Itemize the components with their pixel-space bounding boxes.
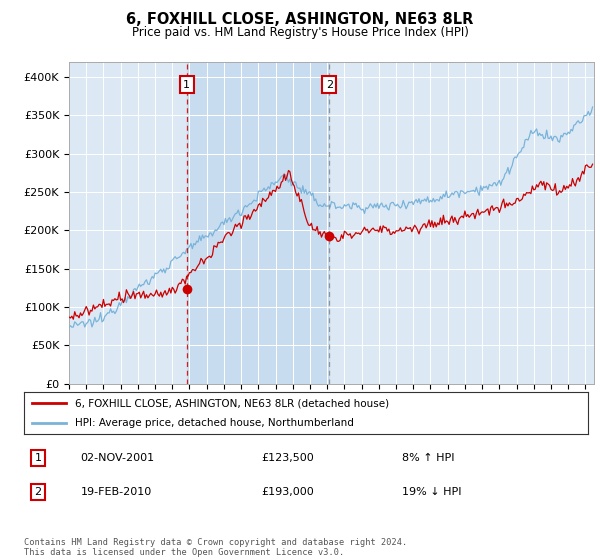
Text: £193,000: £193,000 (261, 487, 314, 497)
Text: 2: 2 (35, 487, 41, 497)
Text: Price paid vs. HM Land Registry's House Price Index (HPI): Price paid vs. HM Land Registry's House … (131, 26, 469, 39)
Text: 19% ↓ HPI: 19% ↓ HPI (402, 487, 461, 497)
Text: Contains HM Land Registry data © Crown copyright and database right 2024.
This d: Contains HM Land Registry data © Crown c… (24, 538, 407, 557)
Bar (187, 62, 329, 384)
Text: HPI: Average price, detached house, Northumberland: HPI: Average price, detached house, Nort… (75, 418, 353, 428)
Text: 8% ↑ HPI: 8% ↑ HPI (402, 453, 454, 463)
Text: 1: 1 (35, 453, 41, 463)
Text: 6, FOXHILL CLOSE, ASHINGTON, NE63 8LR: 6, FOXHILL CLOSE, ASHINGTON, NE63 8LR (127, 12, 473, 27)
Text: 1: 1 (183, 80, 190, 90)
Text: 02-NOV-2001: 02-NOV-2001 (80, 453, 155, 463)
Text: 19-FEB-2010: 19-FEB-2010 (80, 487, 152, 497)
Text: 6, FOXHILL CLOSE, ASHINGTON, NE63 8LR (detached house): 6, FOXHILL CLOSE, ASHINGTON, NE63 8LR (d… (75, 398, 389, 408)
Text: 2: 2 (326, 80, 333, 90)
Text: £123,500: £123,500 (261, 453, 314, 463)
